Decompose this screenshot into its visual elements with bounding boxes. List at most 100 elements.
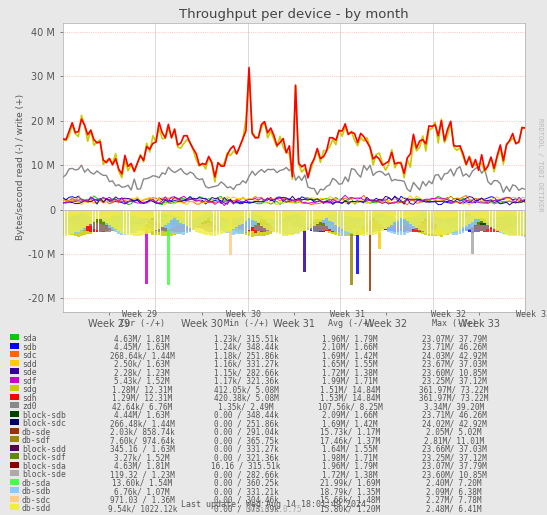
Bar <box>139 210 142 223</box>
Bar <box>213 210 216 220</box>
Bar <box>285 210 288 221</box>
Bar <box>523 210 527 226</box>
Bar <box>300 210 303 215</box>
Bar <box>499 210 502 231</box>
Bar <box>384 210 387 220</box>
Bar <box>353 210 356 227</box>
Bar <box>434 210 437 226</box>
Bar <box>223 210 225 214</box>
Bar <box>74 210 77 232</box>
Bar <box>421 210 424 219</box>
Bar <box>257 210 260 231</box>
Bar <box>65 210 67 220</box>
Bar <box>415 210 418 224</box>
Bar <box>337 210 340 222</box>
Bar <box>313 210 316 213</box>
Bar <box>391 210 393 227</box>
Bar <box>71 210 74 219</box>
Bar <box>80 210 83 212</box>
Bar <box>297 210 300 219</box>
Bar <box>185 210 188 231</box>
Bar <box>387 210 390 216</box>
Bar <box>235 210 238 213</box>
Text: 0.00 / 321.36k: 0.00 / 321.36k <box>214 453 278 462</box>
Bar <box>291 210 294 235</box>
Bar <box>378 210 381 219</box>
Bar <box>403 210 405 218</box>
Bar <box>189 210 191 217</box>
Bar <box>359 210 362 216</box>
Bar <box>369 210 371 222</box>
Bar <box>337 210 340 212</box>
Bar <box>384 210 387 215</box>
Text: db-sda: db-sda <box>22 478 51 488</box>
Bar <box>468 210 470 226</box>
Bar <box>325 210 328 213</box>
Bar <box>369 210 371 220</box>
Bar <box>241 210 244 234</box>
Bar <box>294 210 297 214</box>
Bar <box>514 210 517 228</box>
Bar <box>278 210 282 217</box>
Bar <box>505 210 508 218</box>
Bar <box>384 210 387 220</box>
Bar <box>108 210 111 224</box>
Bar <box>226 210 229 222</box>
Bar <box>424 210 427 217</box>
Bar <box>310 210 312 211</box>
Bar <box>111 210 114 226</box>
Bar <box>297 210 300 221</box>
Bar <box>523 210 527 220</box>
Bar <box>306 210 310 225</box>
Bar <box>220 210 223 224</box>
Bar <box>344 210 347 235</box>
Bar <box>77 210 80 213</box>
Text: 268.64k/ 1.44M: 268.64k/ 1.44M <box>110 351 174 360</box>
Bar <box>477 210 480 220</box>
Bar <box>319 210 322 220</box>
Bar <box>213 210 216 236</box>
Bar <box>443 210 446 216</box>
Bar <box>185 210 188 221</box>
Bar <box>185 210 188 212</box>
Bar <box>458 210 461 224</box>
Bar <box>468 210 470 224</box>
Bar <box>313 210 316 220</box>
Bar <box>403 210 405 222</box>
Bar <box>294 210 297 220</box>
Bar <box>322 210 325 231</box>
Bar <box>260 210 263 218</box>
Bar <box>328 210 331 223</box>
Bar <box>393 210 396 215</box>
Bar <box>248 210 251 214</box>
Bar <box>80 210 83 230</box>
Bar <box>418 210 421 220</box>
Bar <box>356 210 359 226</box>
Bar <box>213 210 216 227</box>
Bar <box>341 210 344 228</box>
Bar <box>297 210 300 220</box>
Bar <box>77 210 80 220</box>
Bar <box>484 210 486 221</box>
Bar <box>511 210 514 218</box>
Bar <box>170 210 173 221</box>
Text: 0.00 / 291.04k: 0.00 / 291.04k <box>214 427 278 437</box>
Bar <box>278 210 282 225</box>
Bar <box>71 210 74 214</box>
Bar <box>266 210 269 217</box>
Bar <box>294 210 297 217</box>
Bar <box>158 210 160 213</box>
Text: 1.51M/ 14.84M: 1.51M/ 14.84M <box>320 385 380 394</box>
Bar <box>164 210 167 223</box>
Bar <box>316 210 319 232</box>
Bar <box>486 210 489 225</box>
Bar <box>201 210 204 219</box>
Bar <box>403 210 405 220</box>
Text: 266.48k/ 1.44M: 266.48k/ 1.44M <box>110 419 174 428</box>
Bar <box>415 210 418 227</box>
Bar <box>77 210 80 214</box>
Bar <box>449 210 452 221</box>
Bar <box>514 210 517 222</box>
Bar <box>493 210 496 228</box>
Bar <box>248 210 251 220</box>
